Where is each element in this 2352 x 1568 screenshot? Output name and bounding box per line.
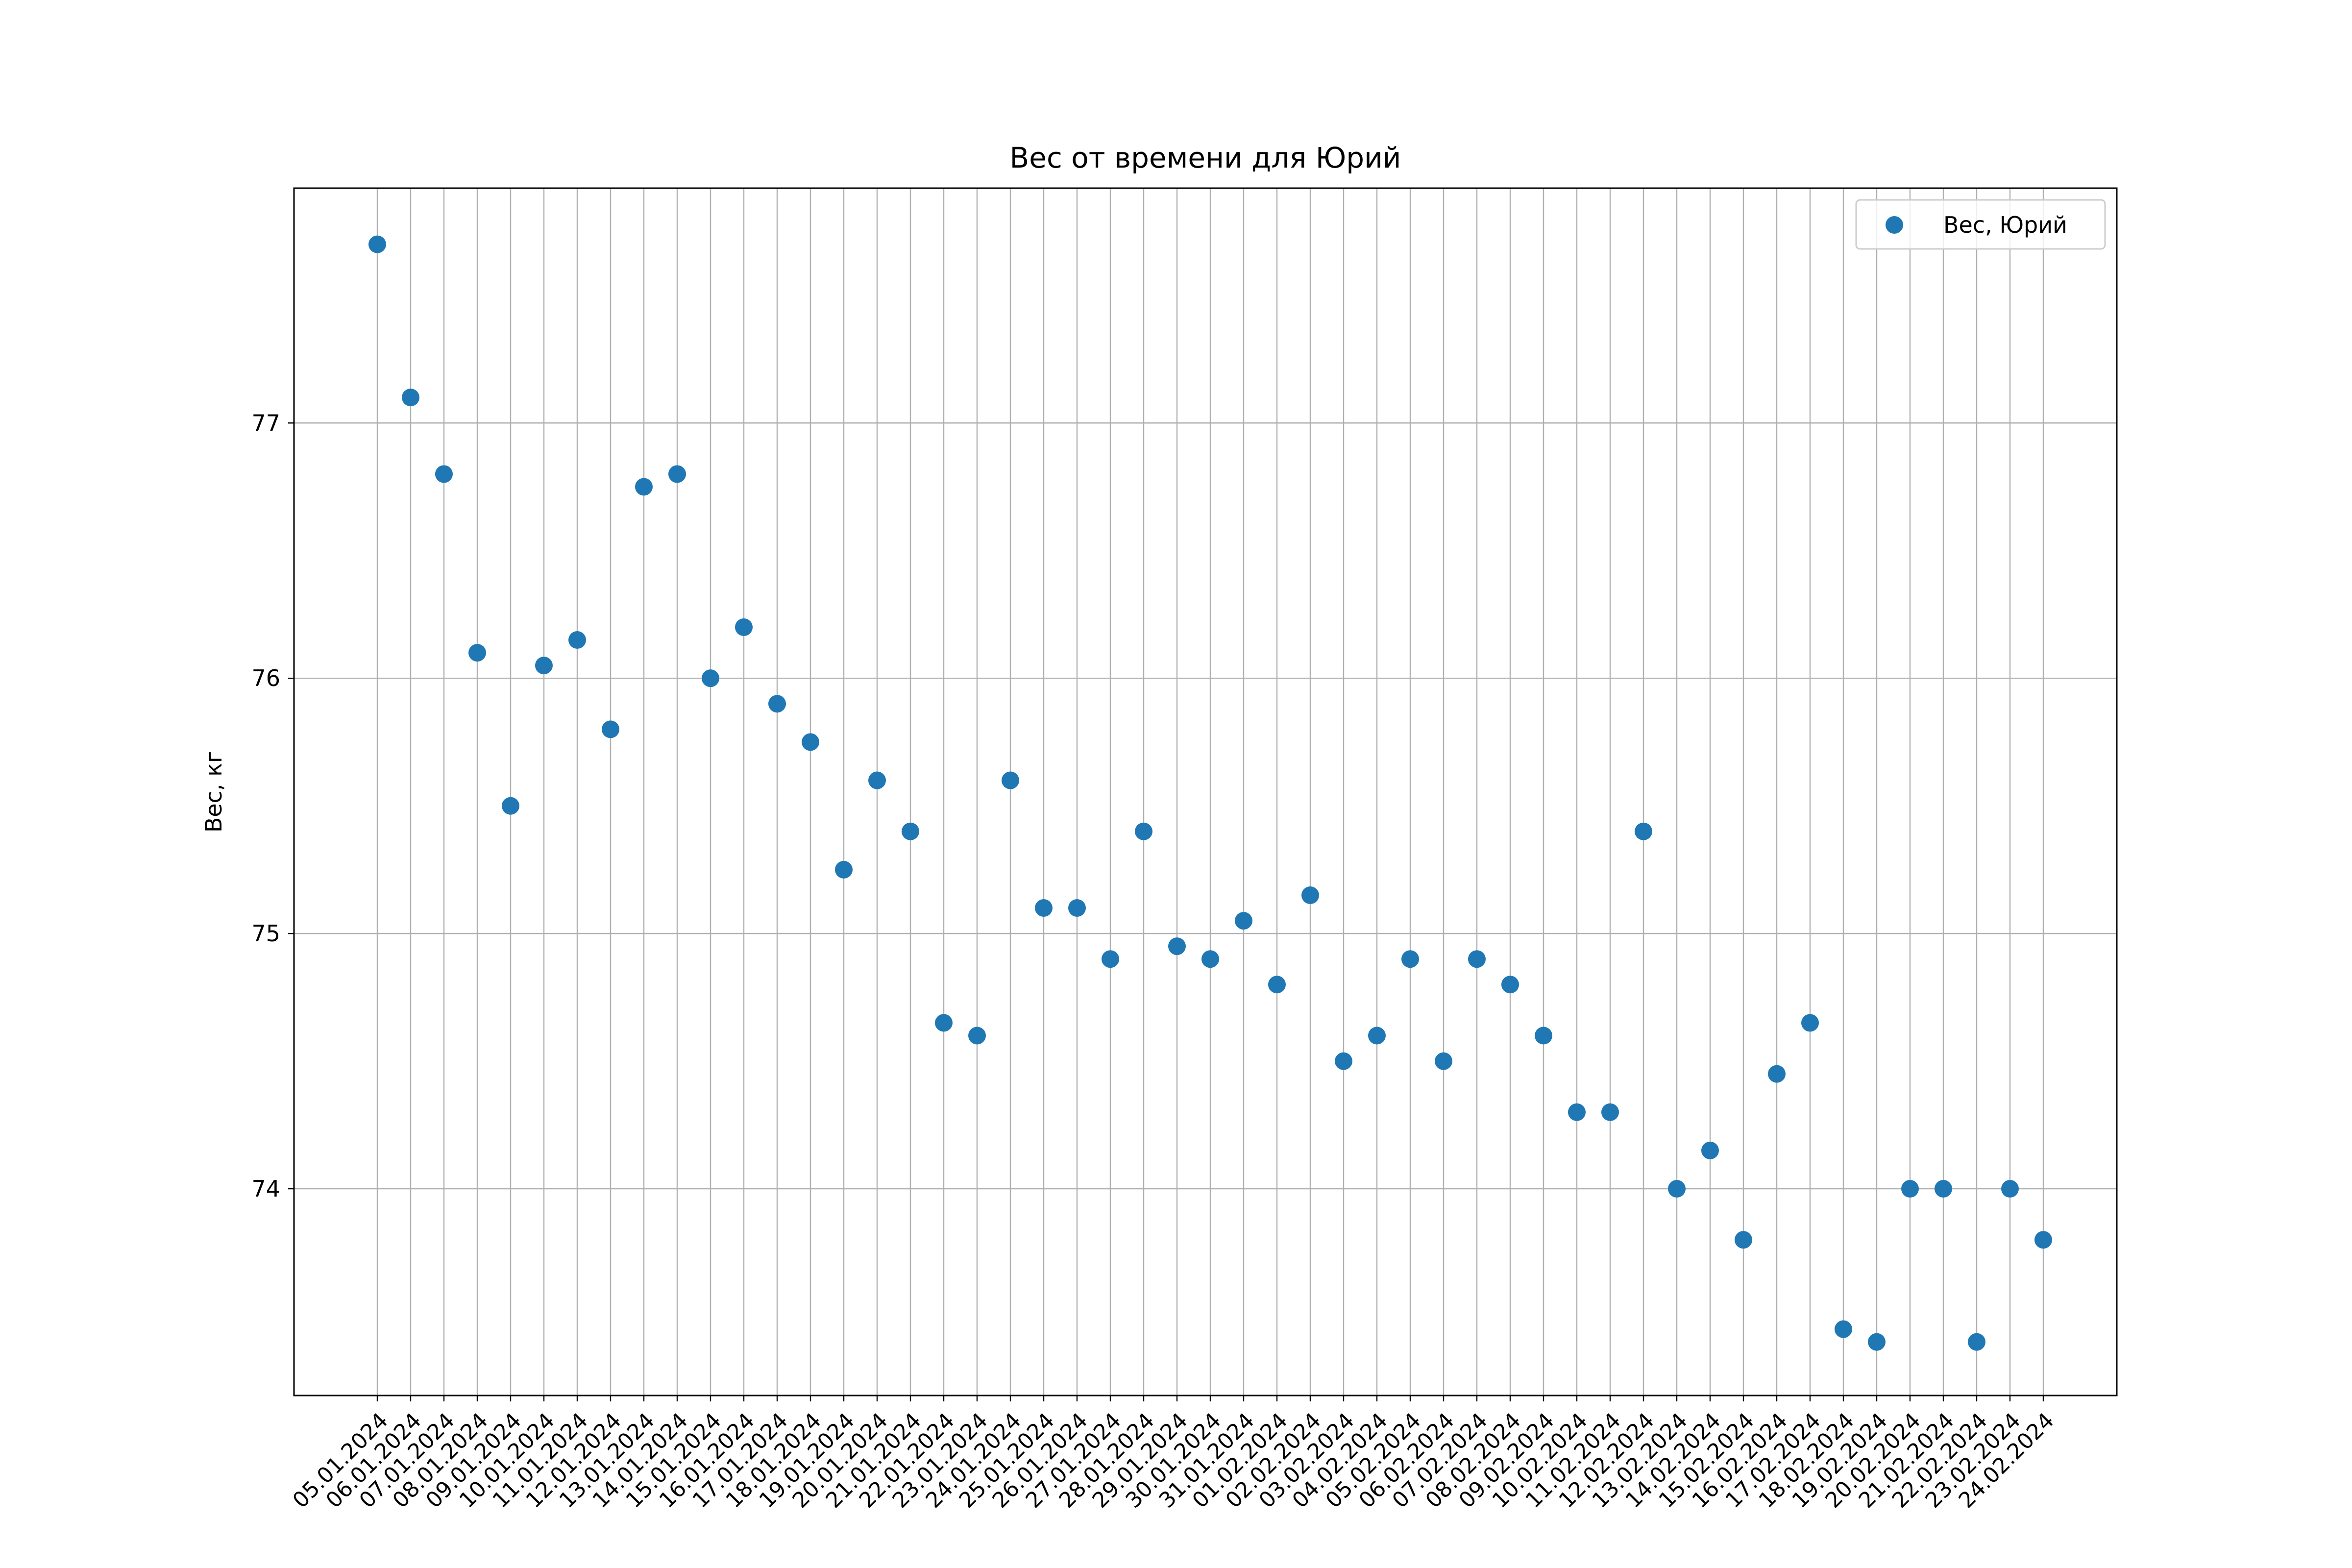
data-point (1268, 976, 1286, 994)
data-point (1102, 950, 1119, 968)
data-point (1668, 1180, 1686, 1198)
grid-lines (294, 188, 2117, 1396)
data-point (468, 644, 486, 662)
data-point (702, 669, 719, 687)
legend-box (1855, 199, 2106, 250)
data-point (1801, 1014, 1819, 1032)
axes-frame (293, 187, 2118, 1396)
data-point (1501, 976, 1519, 994)
x-axis-ticks: 05.01.202406.01.202407.01.202408.01.2024… (288, 1396, 2059, 1513)
data-point (1335, 1052, 1352, 1070)
data-point (1901, 1180, 1919, 1198)
data-point (1735, 1231, 1752, 1249)
data-point (1168, 937, 1186, 956)
data-point (768, 695, 786, 713)
data-point (1535, 1027, 1552, 1045)
data-point (802, 733, 819, 751)
data-point (1401, 950, 1419, 968)
data-point (1935, 1180, 1952, 1198)
y-tick-label: 75 (251, 920, 280, 947)
data-point (568, 631, 586, 649)
data-point (1002, 771, 1019, 789)
data-point (2001, 1180, 2019, 1198)
y-tick-label: 77 (251, 410, 280, 436)
data-point (602, 720, 619, 738)
data-point (435, 465, 453, 483)
data-point (535, 657, 553, 675)
data-point (2034, 1231, 2052, 1249)
data-point (935, 1014, 953, 1032)
data-point (1768, 1065, 1786, 1083)
data-points (368, 235, 2052, 1351)
data-point (1201, 950, 1219, 968)
data-point (1035, 899, 1053, 917)
legend: Вес, Юрий (1855, 199, 2106, 250)
y-axis-ticks: 74 75 76 77 (251, 410, 294, 1202)
data-point (402, 389, 419, 407)
legend-marker (1886, 216, 1903, 234)
data-point (868, 771, 886, 789)
data-point (1968, 1333, 1985, 1351)
y-tick-label: 76 (251, 665, 280, 691)
data-point (968, 1027, 986, 1045)
data-point (502, 797, 519, 815)
data-point (735, 618, 753, 636)
data-point (1701, 1141, 1719, 1159)
data-point (1368, 1027, 1386, 1045)
y-axis-label: Вес, кг (200, 751, 227, 833)
y-tick-label: 74 (251, 1176, 280, 1202)
chart-title: Вес от времени для Юрий (1009, 141, 1401, 174)
data-point (1468, 950, 1486, 968)
data-point (1435, 1052, 1452, 1070)
data-point (1868, 1333, 1886, 1351)
data-point (835, 860, 853, 879)
data-point (668, 465, 686, 483)
data-point (1635, 822, 1652, 840)
data-point (902, 822, 919, 840)
legend-label-0: Вес, Юрий (1943, 212, 2067, 238)
data-point (368, 235, 386, 253)
data-point (1835, 1320, 1852, 1338)
data-point (1135, 822, 1152, 840)
data-point (1068, 899, 1086, 917)
data-point (1568, 1103, 1586, 1121)
data-point (1601, 1103, 1619, 1121)
data-point (635, 478, 653, 496)
data-point (1235, 912, 1252, 930)
data-point (1301, 886, 1319, 904)
